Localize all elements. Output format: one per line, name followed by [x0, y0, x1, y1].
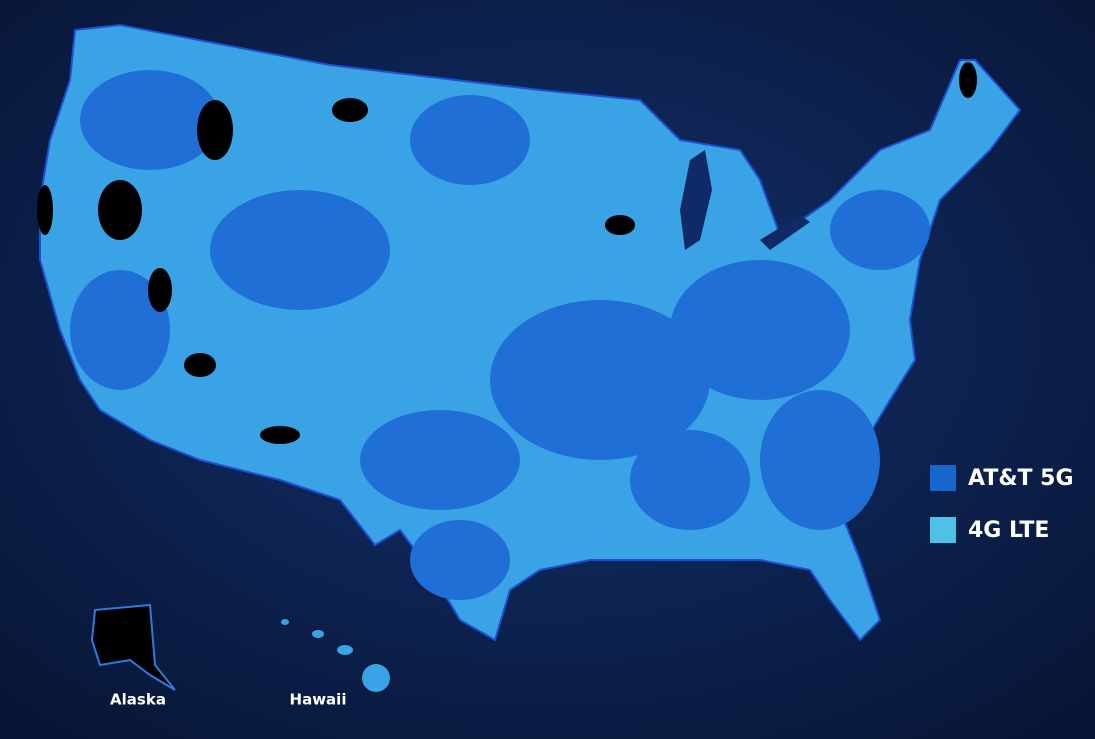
region — [490, 300, 710, 460]
island — [337, 645, 353, 655]
region — [830, 190, 930, 270]
legend-label: 4G LTE — [968, 518, 1049, 543]
alaska-shape — [90, 603, 176, 691]
gap — [959, 62, 977, 98]
gap — [605, 215, 635, 235]
region — [360, 410, 520, 510]
legend: AT&T 5G 4G LTE — [930, 465, 1074, 543]
gap — [98, 180, 142, 240]
region — [80, 70, 220, 170]
gap — [332, 98, 368, 122]
hawaii-label: Hawaii — [290, 691, 347, 709]
gap — [37, 185, 53, 235]
legend-swatch — [930, 465, 956, 491]
legend-swatch — [930, 517, 956, 543]
region — [760, 390, 880, 530]
no-coverage — [37, 62, 977, 444]
lake-michigan — [680, 150, 712, 250]
region — [410, 520, 510, 600]
legend-label: AT&T 5G — [968, 466, 1074, 491]
dense-coverage — [70, 70, 930, 600]
gap — [260, 426, 300, 444]
region — [630, 430, 750, 530]
gap — [197, 100, 233, 160]
region — [70, 270, 170, 390]
lake-erie — [760, 215, 810, 250]
hawaii-shape — [281, 619, 390, 692]
us-map — [37, 23, 1022, 692]
region — [410, 95, 530, 185]
alaska-label: Alaska — [110, 691, 166, 709]
island — [281, 619, 289, 625]
region — [670, 260, 850, 400]
gap — [184, 353, 216, 377]
gap — [148, 268, 172, 312]
island — [312, 630, 324, 638]
island — [362, 664, 390, 692]
region — [210, 190, 390, 310]
